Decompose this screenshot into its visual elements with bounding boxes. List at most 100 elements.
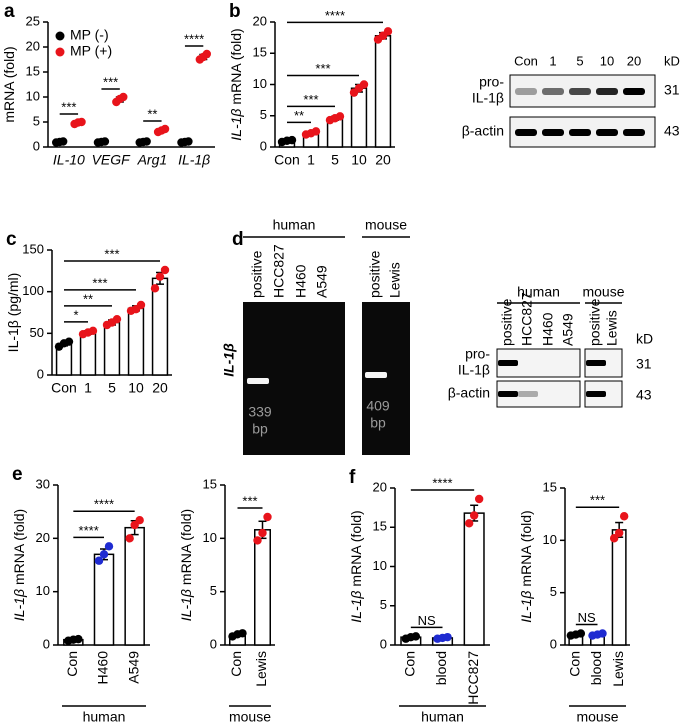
data-point xyxy=(184,137,193,146)
blot-band xyxy=(569,88,591,95)
y-tick-label: 100 xyxy=(22,283,44,298)
data-point xyxy=(464,519,474,528)
y-tick-label: 10 xyxy=(253,76,267,91)
data-point xyxy=(614,528,624,538)
band-size: bp xyxy=(370,415,386,431)
x-tick-label: 20 xyxy=(152,380,168,396)
panel-letter: a xyxy=(4,1,15,22)
y-tick-label: 0 xyxy=(550,636,557,651)
kd-label: 43 xyxy=(636,387,652,403)
data-point xyxy=(335,112,345,121)
blot-band xyxy=(542,88,564,95)
y-axis-text: mRNA (fold) xyxy=(1,46,17,122)
lane-label: 5 xyxy=(576,53,583,68)
y-axis-gene: IL-1β xyxy=(178,589,194,621)
blot-band xyxy=(569,129,591,136)
panel-letter: d xyxy=(232,229,244,250)
blot-band xyxy=(542,129,564,136)
x-tick-label: A549 xyxy=(125,651,141,684)
group-label: mouse xyxy=(576,709,618,725)
lane-label: 20 xyxy=(627,53,641,68)
group-label: human xyxy=(421,709,464,725)
y-tick-label: 20 xyxy=(36,530,50,545)
data-point xyxy=(64,337,74,346)
band-size: bp xyxy=(252,421,268,437)
data-point xyxy=(619,512,629,521)
data-point xyxy=(253,536,262,545)
panel-letter: b xyxy=(229,1,241,22)
lane-label: positive xyxy=(587,298,603,346)
data-point xyxy=(311,127,321,136)
lane-label: A549 xyxy=(314,265,330,298)
data-point xyxy=(469,511,479,520)
data-point xyxy=(411,632,421,641)
y-tick-label: 15 xyxy=(543,479,557,494)
y-tick-label: 10 xyxy=(543,532,557,547)
x-tick-label: blood xyxy=(588,651,604,685)
significance-label: *** xyxy=(92,275,107,290)
data-point xyxy=(443,632,452,642)
y-axis-gene: IL-1β xyxy=(518,591,534,623)
significance-label: *** xyxy=(303,92,318,107)
data-point xyxy=(104,542,114,551)
y-tick-label: 5 xyxy=(260,107,267,122)
legend-marker xyxy=(55,47,65,57)
data-point xyxy=(263,512,272,522)
y-axis-text: IL-1β (pg/ml) xyxy=(5,273,21,353)
x-tick-label: Con xyxy=(64,651,80,677)
bar xyxy=(124,526,145,646)
data-point xyxy=(238,629,247,638)
x-tick-label: Lewis xyxy=(253,651,269,687)
unit-label: kD xyxy=(636,331,653,347)
y-axis-text: mRNA (fold) xyxy=(518,510,534,586)
y-tick-label: 5 xyxy=(33,113,40,128)
blot-band xyxy=(515,129,537,136)
lane-label: HCC827 xyxy=(271,244,287,298)
data-point xyxy=(160,124,170,134)
y-axis-label: mRNA (fold) xyxy=(1,46,17,122)
legend-label: MP (-) xyxy=(70,27,109,43)
x-tick-label: blood xyxy=(433,651,449,685)
data-point xyxy=(112,314,122,324)
x-tick-label: Con xyxy=(402,651,418,677)
blot-band xyxy=(623,88,645,95)
significance-label: NS xyxy=(418,613,436,628)
panel-letter: e xyxy=(12,464,23,485)
data-point xyxy=(383,27,393,36)
y-tick-label: 10 xyxy=(36,583,50,598)
significance-label: *** xyxy=(104,246,119,261)
significance-label: **** xyxy=(94,497,114,512)
y-tick-label: 20 xyxy=(373,479,387,494)
gel-label: IL-1β xyxy=(221,343,237,377)
y-tick-label: 15 xyxy=(253,45,267,60)
bar xyxy=(103,321,121,376)
group-label: human xyxy=(517,284,560,300)
x-tick-label: Con xyxy=(228,651,244,677)
x-tick-label: H460 xyxy=(95,651,111,685)
legend-label: MP (+) xyxy=(70,43,112,59)
panel-letter: c xyxy=(6,229,17,250)
x-tick-label: HCC827 xyxy=(465,651,481,705)
data-point xyxy=(88,326,98,336)
data-point xyxy=(99,550,109,559)
bar xyxy=(93,553,115,646)
significance-label: **** xyxy=(184,31,204,46)
x-tick-label: 5 xyxy=(108,380,116,396)
data-point xyxy=(258,528,267,538)
blot-band xyxy=(515,88,537,95)
x-tick-label: Con xyxy=(51,380,77,396)
group-label: mouse xyxy=(582,284,624,300)
y-axis-label: IL-1β (pg/ml) xyxy=(5,273,21,353)
data-point xyxy=(202,49,212,59)
data-point xyxy=(160,265,170,275)
data-point xyxy=(77,117,86,127)
data-point xyxy=(100,137,110,146)
y-tick-label: 150 xyxy=(22,241,44,256)
lane-label: positive xyxy=(249,250,265,298)
group-label: mouse xyxy=(365,217,407,233)
blot-band xyxy=(498,360,518,366)
x-tick-label: IL-1β xyxy=(178,152,210,168)
row-label: IL-1β xyxy=(472,90,504,106)
significance-label: * xyxy=(73,307,78,322)
